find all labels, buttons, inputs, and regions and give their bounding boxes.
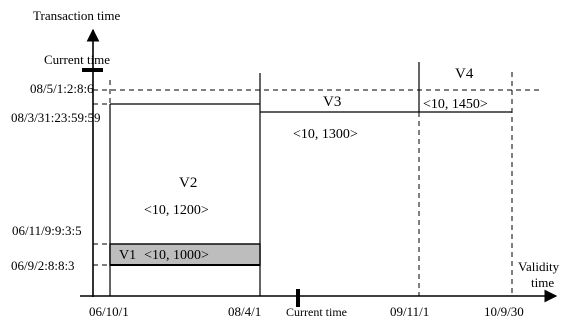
v4-value: <10, 1450> bbox=[423, 97, 488, 112]
v2-value: <10, 1200> bbox=[144, 203, 209, 218]
v3-value: <10, 1300> bbox=[293, 127, 358, 142]
y-axis-label: Transaction time bbox=[33, 8, 120, 23]
y-tick-06-11-9: 06/11/9:9:3:5 bbox=[12, 223, 82, 238]
v2-name: V2 bbox=[179, 175, 197, 191]
v3-name: V3 bbox=[323, 94, 341, 110]
v1-label: V1 <10, 1000> bbox=[119, 248, 209, 263]
v4-name: V4 bbox=[455, 66, 474, 82]
x-tick-08-4-1: 08/4/1 bbox=[228, 304, 261, 319]
x-tick-06-10-1: 06/10/1 bbox=[89, 304, 129, 319]
current-time-y-marker bbox=[82, 68, 103, 72]
x-tick-10-9-30: 10/9/30 bbox=[484, 304, 524, 319]
y-tick-08-3-31: 08/3/31:23:59:59 bbox=[11, 110, 101, 125]
x-axis-label-line2: time bbox=[531, 275, 554, 290]
y-tick-06-9-2: 06/9/2:8:8:3 bbox=[11, 258, 75, 273]
current-time-x-marker bbox=[296, 289, 300, 307]
current-time-x-label: Current time bbox=[286, 305, 347, 319]
current-time-y-label: Current time bbox=[44, 52, 110, 67]
x-tick-09-11-1: 09/11/1 bbox=[390, 304, 429, 319]
x-axis-label-line1: Validity bbox=[518, 259, 560, 274]
y-tick-08-5-1: 08/5/1:2:8:6 bbox=[30, 81, 94, 96]
